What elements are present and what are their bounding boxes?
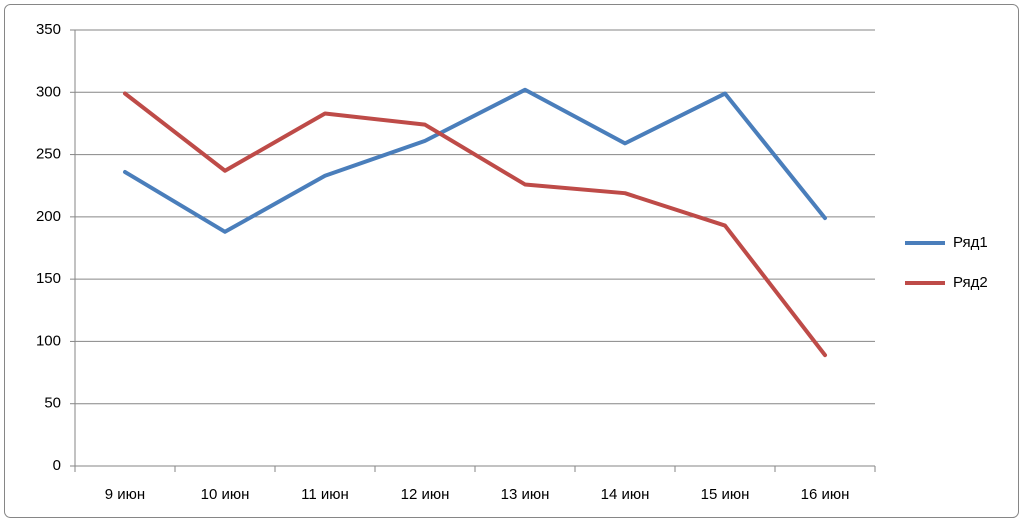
y-tick-label: 300 (36, 83, 61, 100)
x-tick-label: 15 июн (701, 486, 750, 503)
y-tick-label: 200 (36, 208, 61, 225)
y-tick-label: 150 (36, 270, 61, 287)
x-tick-label: 10 июн (201, 486, 250, 503)
y-tick-label: 0 (53, 457, 61, 474)
x-tick-label: 11 июн (301, 486, 349, 503)
x-tick-label: 14 июн (601, 486, 650, 503)
x-tick-label: 16 июн (801, 486, 850, 503)
series-line (123, 87, 827, 234)
y-tick-label: 250 (36, 146, 61, 163)
y-tick-label: 100 (36, 332, 61, 349)
x-tick-label: 12 июн (401, 486, 450, 503)
y-tick-label: 350 (36, 21, 61, 38)
legend-label: Ряд1 (953, 234, 988, 251)
legend-label: Ряд2 (953, 274, 988, 291)
y-tick-label: 50 (44, 395, 61, 412)
x-tick-label: 13 июн (501, 486, 550, 503)
series-line (123, 91, 827, 358)
chart-border (4, 4, 1019, 518)
x-tick-label: 9 июн (105, 486, 145, 503)
